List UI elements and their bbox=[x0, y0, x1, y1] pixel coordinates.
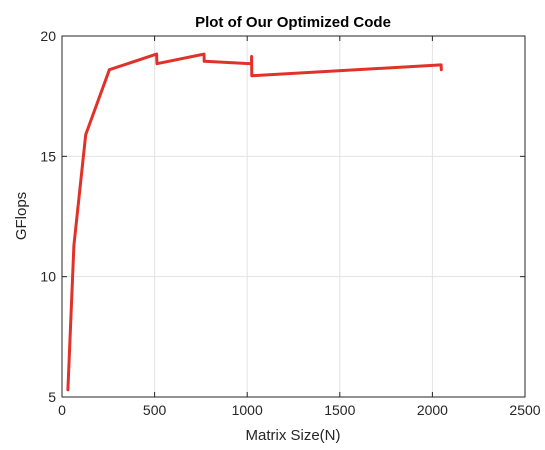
x-axis-label: Matrix Size(N) bbox=[245, 427, 340, 444]
x-tick-label: 2000 bbox=[417, 402, 448, 418]
data-point bbox=[440, 64, 442, 66]
y-tick-label: 5 bbox=[48, 389, 56, 405]
data-point bbox=[203, 53, 205, 55]
data-point bbox=[250, 63, 252, 65]
data-point bbox=[251, 75, 253, 77]
x-tick-label: 500 bbox=[143, 402, 167, 418]
data-point bbox=[67, 389, 69, 391]
data-point bbox=[250, 55, 252, 57]
x-tick-label: 2500 bbox=[509, 402, 540, 418]
plot-area bbox=[62, 36, 525, 397]
x-tick-label: 0 bbox=[58, 402, 66, 418]
data-point bbox=[440, 69, 442, 71]
data-point bbox=[156, 59, 158, 61]
data-point bbox=[156, 63, 158, 65]
chart-title: Plot of Our Optimized Code bbox=[195, 14, 391, 31]
data-point bbox=[155, 53, 157, 55]
x-tick-label: 1000 bbox=[232, 402, 263, 418]
y-axis-label: GFlops bbox=[13, 192, 30, 240]
y-tick-label: 20 bbox=[40, 28, 56, 44]
y-tick-label: 15 bbox=[40, 148, 56, 164]
data-point bbox=[203, 60, 205, 62]
data-point bbox=[108, 69, 110, 71]
data-point bbox=[85, 134, 87, 136]
data-point bbox=[73, 244, 75, 246]
x-tick-label: 1500 bbox=[324, 402, 355, 418]
y-tick-label: 10 bbox=[40, 269, 56, 285]
